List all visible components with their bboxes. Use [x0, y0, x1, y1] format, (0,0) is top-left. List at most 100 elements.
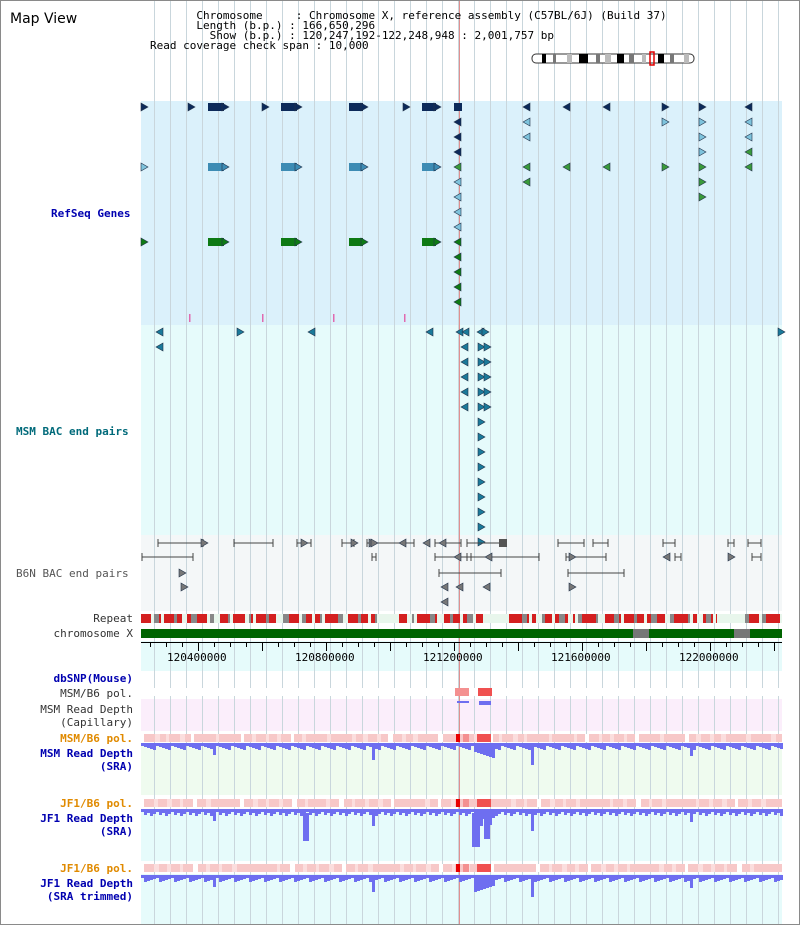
- jf1-sra-depth-bar: [177, 809, 180, 813]
- b6n-bac-end-arrow: [440, 582, 449, 592]
- repeat-segment: [757, 614, 759, 623]
- jf1-trimmed-depth-bar: [759, 875, 762, 882]
- track-label-b6n-bac-end-pairs[interactable]: B6N BAC end pairs: [16, 567, 129, 580]
- jf1-trimmed-depth-bar: [261, 875, 264, 878]
- jf1-trimmed-depth-bar: [342, 875, 345, 881]
- jf1-trimmed-depth-bar: [561, 875, 564, 878]
- refseq-gene-block: [454, 103, 462, 111]
- b6n-bac-end-arrow: [398, 538, 407, 548]
- jf1-sra-depth-bar: [687, 809, 690, 813]
- jf1-trimmed-depth-bar: [171, 875, 174, 878]
- jf1-trimmed-depth-bar: [483, 875, 486, 889]
- jf1-trimmed-depth-bar: [477, 875, 480, 891]
- jf1-sra-depth-bar: [348, 809, 351, 814]
- repeat-segment: [361, 614, 366, 623]
- jf1-sra-depth-bar: [189, 809, 192, 815]
- repeat-segment: [657, 614, 660, 623]
- msm-sra-depth-bar: [354, 743, 357, 747]
- track-label-msm-read-depth-sra[interactable]: MSM Read Depth: [40, 747, 133, 760]
- repeat-segment: [596, 614, 598, 623]
- jf1-sra-depth-bar: [219, 809, 222, 815]
- msm-sra-depth-bar: [477, 743, 480, 753]
- refseq-gene-arrow: [522, 177, 531, 187]
- refseq-gene-block: [208, 238, 224, 246]
- jf1-trimmed-depth-bar: [666, 875, 669, 878]
- repeat-segment: [233, 614, 237, 623]
- jf1-sra-depth-bar: [732, 809, 735, 813]
- refseq-gene-block: [422, 238, 436, 246]
- jf1-pol-1-cell: [610, 799, 613, 807]
- repeat-segment: [772, 614, 775, 623]
- jf1-trimmed-depth-bar: [177, 875, 180, 881]
- chromosome-line: Chromosome : Chromosome X, reference ass…: [196, 9, 667, 22]
- msm-sra-depth-bar: [537, 743, 540, 748]
- track-label-jf1-read-depth-trimmed[interactable]: JF1 Read Depth: [40, 877, 133, 890]
- jf1-sra-depth-bar: [528, 809, 531, 814]
- repeat-segment: [325, 614, 329, 623]
- repeat-segment: [467, 614, 473, 623]
- repeat-segment: [545, 614, 550, 623]
- refseq-tick-mark: [189, 314, 191, 322]
- jf1-trimmed-depth-bar: [351, 875, 354, 878]
- msm-sra-depth-bar: [675, 743, 678, 749]
- repeat-gap: [486, 614, 507, 623]
- track-label-jf1-read-depth-sra[interactable]: JF1 Read Depth: [40, 812, 133, 825]
- jf1-pol-1-cell: [425, 799, 430, 807]
- track-label-msm-b6-pol-2[interactable]: MSM/B6 pol.: [60, 732, 133, 745]
- jf1-trimmed-depth-bar: [270, 875, 273, 880]
- msm-sra-depth-bar: [702, 743, 705, 748]
- msm-sra-depth-bar: [444, 743, 447, 747]
- jf1-trimmed-depth-bar: [537, 875, 540, 881]
- msm-pol-2-cell: [327, 734, 331, 742]
- jf1-trimmed-depth-bar: [333, 875, 336, 879]
- msm-sra-depth-bar: [555, 743, 558, 749]
- msm-sra-depth-bar: [768, 743, 771, 750]
- jf1-sra-depth-bar: [147, 809, 150, 813]
- jf1-sra-depth-bar: [762, 809, 765, 813]
- refseq-gene-arrow: [562, 162, 571, 172]
- msm-bac-end-arrow: [460, 342, 469, 352]
- jf1-pol-1-cell: [339, 799, 344, 807]
- msm-bac-end-arrow: [477, 342, 486, 352]
- track-label-jf1-b6-pol-1[interactable]: JF1/B6 pol.: [60, 797, 133, 810]
- msm-sra-depth-bar: [393, 743, 396, 750]
- jf1-sra-depth-bar: [276, 809, 279, 812]
- track-label-msm-bac-end-pairs[interactable]: MSM BAC end pairs: [16, 425, 129, 438]
- jf1-trimmed-depth-bar: [339, 875, 342, 882]
- msm-sra-depth-bar: [534, 743, 537, 747]
- jf1-pol-1-cell: [240, 799, 244, 807]
- msm-sra-depth-bar: [225, 743, 228, 749]
- msm-sra-depth-bar: [642, 743, 645, 748]
- jf1-pol-1-cell: [649, 799, 652, 807]
- jf1-trimmed-depth-bar: [765, 875, 768, 880]
- jf1-sra-depth-bar: [717, 809, 720, 813]
- repeat-segment: [642, 614, 644, 623]
- msm-pol-2-cell: [155, 734, 160, 742]
- jf1-sra-depth-bar: [435, 809, 438, 816]
- msm-pol-2-cell: [696, 734, 701, 742]
- jf1-sra-depth-bar: [285, 809, 288, 816]
- msm-sra-depth-bar: [399, 743, 402, 747]
- jf1-trimmed-depth-bar: [348, 875, 351, 879]
- jf1-sra-depth-bar: [396, 809, 399, 812]
- jf1-trimmed-depth-bar: [486, 875, 489, 888]
- repeat-segment: [151, 614, 154, 623]
- track-label-dbsnp[interactable]: dbSNP(Mouse): [53, 672, 133, 685]
- repeat-segment: [680, 614, 683, 623]
- refseq-gene-arrow: [402, 102, 411, 112]
- msm-sra-depth-bar: [552, 743, 555, 748]
- msm-sra-depth-bar: [741, 743, 744, 746]
- jf1-pol-1-cell: [352, 799, 355, 807]
- msm-pol-2-cell: [266, 734, 269, 742]
- jf1-trimmed-depth-bar: [456, 875, 459, 878]
- jf1-sra-depth-bar: [684, 809, 687, 815]
- ideogram-band: [605, 54, 611, 63]
- jf1-trimmed-depth-bar: [429, 875, 432, 882]
- msm-sra-depth-bar: [261, 743, 264, 746]
- track-label-msm-read-depth-capillary[interactable]: MSM Read Depth: [40, 703, 133, 716]
- jf1-sra-depth-bar: [651, 809, 654, 812]
- track-label-refseq-genes[interactable]: RefSeq Genes: [51, 207, 131, 220]
- track-label-jf1-b6-pol-2[interactable]: JF1/B6 pol.: [60, 862, 133, 875]
- track-label-msm-b6-pol-1[interactable]: MSM/B6 pol.: [60, 687, 133, 700]
